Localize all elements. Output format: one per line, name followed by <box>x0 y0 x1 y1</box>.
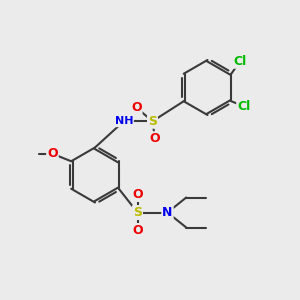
Text: O: O <box>132 188 143 201</box>
Text: O: O <box>132 224 143 237</box>
Text: NH: NH <box>115 116 133 126</box>
Text: O: O <box>131 101 142 114</box>
Text: O: O <box>47 147 58 160</box>
Text: S: S <box>133 206 142 219</box>
Text: S: S <box>148 115 157 128</box>
Text: N: N <box>162 206 173 219</box>
Text: Cl: Cl <box>233 55 247 68</box>
Text: Cl: Cl <box>237 100 250 113</box>
Text: O: O <box>150 132 160 145</box>
